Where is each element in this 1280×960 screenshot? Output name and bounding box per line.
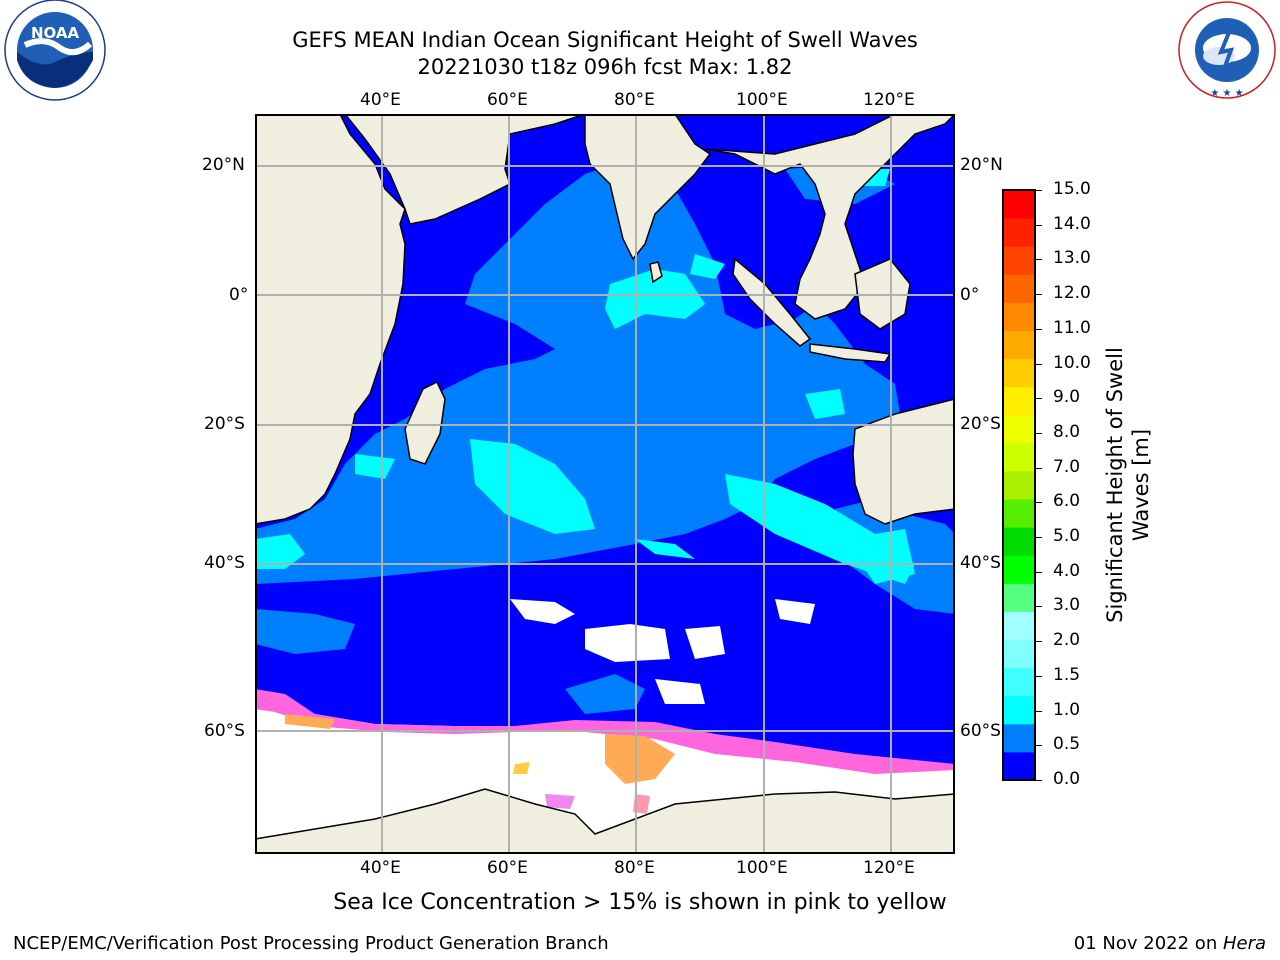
colorbar-tick: 9.0 xyxy=(1053,387,1081,408)
lat-tick-left-0: 20°N xyxy=(202,155,245,175)
colorbar-tick-mark xyxy=(1036,641,1042,643)
colorbar-segment xyxy=(1003,555,1035,584)
lon-tick-bottom-1: 60°E xyxy=(487,858,528,878)
colorbar-segment xyxy=(1003,470,1035,500)
footer-right: 01 Nov 2022 on Hera xyxy=(1074,933,1266,954)
colorbar-segment xyxy=(1003,639,1035,669)
colorbar-tick: 2.0 xyxy=(1053,630,1081,651)
colorbar-segment xyxy=(1003,442,1035,472)
colorbar-tick-mark xyxy=(1036,780,1042,781)
colorbar-tick-mark xyxy=(1036,537,1042,539)
colorbar-segment xyxy=(1003,527,1035,556)
colorbar-tick-mark xyxy=(1036,398,1042,400)
lon-tick-top-0: 40°E xyxy=(360,90,401,110)
colorbar-tick-mark xyxy=(1036,328,1042,330)
colorbar-segment xyxy=(1003,723,1035,753)
lat-tick-left-4: 60°S xyxy=(204,721,245,741)
lat-tick-right-4: 60°S xyxy=(960,721,1001,741)
colorbar-segment xyxy=(1003,274,1035,303)
colorbar-tick-mark xyxy=(1036,467,1042,469)
colorbar-segment xyxy=(1003,499,1035,528)
colorbar-segment xyxy=(1003,330,1035,360)
colorbar-tick-mark xyxy=(1036,606,1042,608)
colorbar-tick: 7.0 xyxy=(1053,456,1081,477)
colorbar-segment xyxy=(1003,751,1035,781)
colorbar-tick-mark xyxy=(1036,675,1042,677)
sea-ice-caption: Sea Ice Concentration > 15% is shown in … xyxy=(333,890,947,915)
gridlines xyxy=(255,114,953,852)
lat-tick-left-3: 40°S xyxy=(204,553,245,573)
colorbar-tick-mark xyxy=(1036,432,1042,434)
colorbar-tick: 12.0 xyxy=(1053,283,1091,304)
lat-tick-right-1: 0° xyxy=(960,285,980,305)
colorbar-tick-mark xyxy=(1036,259,1042,261)
colorbar-tick: 14.0 xyxy=(1053,213,1091,234)
colorbar-tick-mark xyxy=(1036,571,1042,573)
colorbar-tick: 1.5 xyxy=(1053,664,1081,685)
colorbar-tick-mark xyxy=(1036,294,1042,296)
colorbar-tick-mark xyxy=(1036,224,1042,226)
colorbar-tick-mark xyxy=(1036,710,1042,712)
chart-title-line1: GEFS MEAN Indian Ocean Significant Heigh… xyxy=(292,28,918,52)
colorbar-tick: 8.0 xyxy=(1053,421,1081,442)
colorbar-tick: 6.0 xyxy=(1053,491,1081,512)
noaa-logo-text: NOAA xyxy=(31,24,80,42)
colorbar-segment xyxy=(1003,611,1035,641)
colorbar-segment xyxy=(1003,583,1035,612)
colorbar-tick-mark xyxy=(1036,190,1042,191)
footer-left: NCEP/EMC/Verification Post Processing Pr… xyxy=(13,933,609,954)
svg-text:★ ★ ★: ★ ★ ★ xyxy=(1210,88,1243,99)
lat-tick-left-2: 20°S xyxy=(204,414,245,434)
colorbar-tick: 1.0 xyxy=(1053,699,1081,720)
colorbar xyxy=(1002,189,1036,781)
lon-tick-bottom-3: 100°E xyxy=(736,858,788,878)
lon-tick-bottom-2: 80°E xyxy=(614,858,655,878)
ice-edge-patches xyxy=(510,599,815,704)
colorbar-tick: 3.0 xyxy=(1053,595,1081,616)
lat-tick-right-0: 20°N xyxy=(960,155,1003,175)
colorbar-segment xyxy=(1003,190,1035,219)
colorbar-tick: 15.0 xyxy=(1053,179,1091,199)
nws-logo: ★ ★ ★ xyxy=(1178,1,1276,99)
lon-tick-bottom-4: 120°E xyxy=(863,858,915,878)
colorbar-tick-mark xyxy=(1036,502,1042,504)
map-frame xyxy=(255,114,955,854)
colorbar-tick: 10.0 xyxy=(1053,352,1091,373)
lat-tick-right-2: 20°S xyxy=(960,414,1001,434)
colorbar-tick: 11.0 xyxy=(1053,317,1091,338)
colorbar-tick: 0.0 xyxy=(1053,769,1081,789)
colorbar-segment xyxy=(1003,386,1035,416)
colorbar-tick: 0.5 xyxy=(1053,734,1081,755)
colorbar-segment xyxy=(1003,695,1035,725)
lon-tick-top-3: 100°E xyxy=(736,90,788,110)
lon-tick-top-2: 80°E xyxy=(614,90,655,110)
colorbar-segment xyxy=(1003,358,1035,388)
lon-tick-top-1: 60°E xyxy=(487,90,528,110)
lon-tick-top-4: 120°E xyxy=(863,90,915,110)
lat-tick-right-3: 40°S xyxy=(960,553,1001,573)
footer-date: 01 Nov 2022 on xyxy=(1073,933,1223,954)
footer-host: Hera xyxy=(1222,933,1266,954)
colorbar-tick: 5.0 xyxy=(1053,526,1081,547)
colorbar-segment xyxy=(1003,218,1035,247)
colorbar-tick-mark xyxy=(1036,745,1042,747)
colorbar-segment xyxy=(1003,302,1035,331)
noaa-logo: NOAA xyxy=(4,0,106,101)
colorbar-tick: 4.0 xyxy=(1053,560,1081,581)
swell-height-map xyxy=(255,114,955,854)
colorbar-segment xyxy=(1003,667,1035,697)
colorbar-segment xyxy=(1003,246,1035,275)
lat-tick-left-1: 0° xyxy=(229,285,249,305)
colorbar-label: Significant Height of Swell Waves [m] xyxy=(1103,347,1153,623)
lon-tick-bottom-0: 40°E xyxy=(360,858,401,878)
colorbar-tick: 13.0 xyxy=(1053,248,1091,269)
colorbar-segment xyxy=(1003,414,1035,444)
chart-title-line2: 20221030 t18z 096h fcst Max: 1.82 xyxy=(417,55,793,79)
colorbar-tick-mark xyxy=(1036,363,1042,365)
